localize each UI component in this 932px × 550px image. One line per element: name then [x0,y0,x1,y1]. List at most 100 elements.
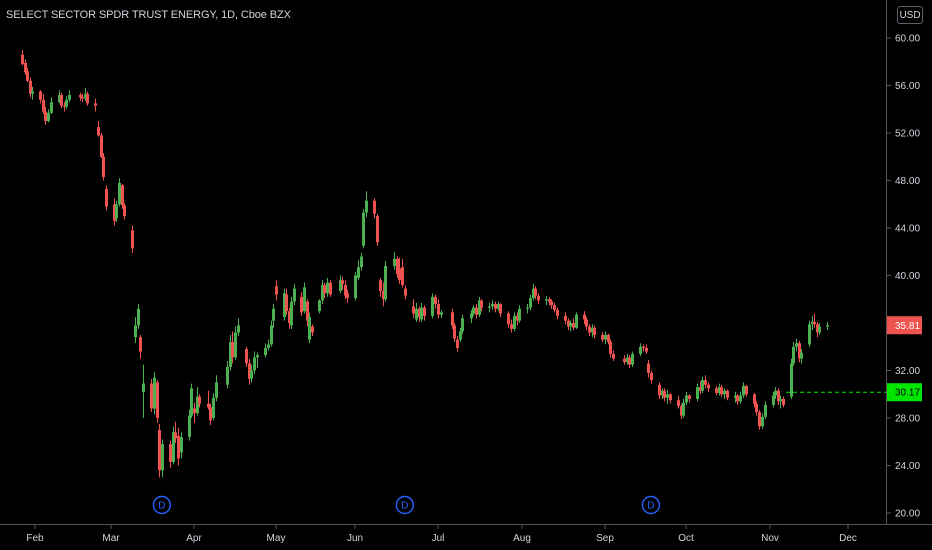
candle [682,399,685,418]
x-tick-label: Jul [432,533,445,544]
candle-body [84,93,87,99]
candle-body [459,331,462,340]
candle [39,90,42,104]
candle-body [29,80,32,94]
candle [142,364,145,418]
candle-body [645,347,648,352]
candle-body [423,307,426,316]
candle [516,312,519,326]
candle-body [118,182,121,205]
candle [553,302,556,313]
candle [139,334,142,359]
candle [264,343,267,358]
candle [666,389,669,404]
candle-body [256,355,259,358]
candle [720,384,723,397]
candle-body [739,395,742,402]
candle-body [180,437,183,453]
candle-body [193,408,196,414]
candle [696,383,699,402]
candle [418,306,421,322]
candle-body [755,403,758,413]
candle-body [545,299,548,301]
candle-body [58,95,61,103]
candle [753,393,756,408]
candle [267,339,270,351]
dividend-marker[interactable]: D [152,495,172,515]
candle-body [612,353,615,359]
candle [518,305,521,323]
candle-body [323,285,326,294]
candle-body [575,314,578,328]
candle-body [792,346,795,364]
candle-body [758,412,761,427]
currency-button[interactable]: USD [897,6,923,24]
dividend-marker[interactable]: D [641,495,661,515]
candle [795,338,798,352]
candle-body [150,383,153,409]
candle [360,252,363,271]
candle [623,355,626,365]
candle-body [384,266,387,300]
candle-body [86,93,89,104]
candle-body [42,99,45,112]
y-tick-label: 40.00 [895,271,920,282]
candle-body [726,390,729,398]
x-tick-label: Oct [678,533,694,544]
candle-body [456,339,459,348]
candle-body [250,370,253,379]
marker-price-label-bg [887,383,922,402]
marker-price-label-text: 30.17 [895,388,920,399]
candle-body [134,325,137,338]
candle-body [272,308,275,321]
candle-body [231,342,234,358]
candle [437,299,440,319]
candle-body [764,404,767,417]
candle-body [704,380,707,385]
candle [826,321,829,331]
candle [404,285,407,300]
candle-body [583,314,586,320]
candle-body [510,324,513,329]
candle [153,371,156,415]
candle [567,318,570,331]
candle [808,320,811,347]
candle [569,320,572,332]
candle [226,361,229,389]
candle [339,275,342,294]
candle [321,280,324,304]
x-tick-label: Dec [839,533,857,544]
candle [494,301,497,313]
candle-body [669,394,672,401]
candle [300,292,303,316]
candle-body [818,326,821,333]
candle-body [779,399,782,402]
candle [283,288,286,321]
candle-body [553,305,556,310]
candle [65,96,68,110]
candle-body [720,387,723,395]
candle [209,403,212,426]
candle-body [226,366,229,385]
candle [212,393,215,421]
y-tick-label: 56.00 [895,81,920,92]
candle [650,370,653,384]
candle [591,324,594,338]
candle [373,198,376,219]
candle-body [412,306,415,314]
candle [156,380,159,423]
candle [715,385,718,396]
candle-body [102,156,105,177]
candle-body [362,212,365,246]
candle-body [360,256,363,268]
dividend-marker[interactable]: D [395,495,414,515]
candle-body [346,293,349,299]
candle-body [283,293,286,318]
candle-body [813,321,816,325]
candle-body [470,313,473,319]
candle [79,92,82,101]
y-tick-label: 48.00 [895,176,920,187]
dividend-label: D [158,501,165,512]
candle [288,307,291,329]
